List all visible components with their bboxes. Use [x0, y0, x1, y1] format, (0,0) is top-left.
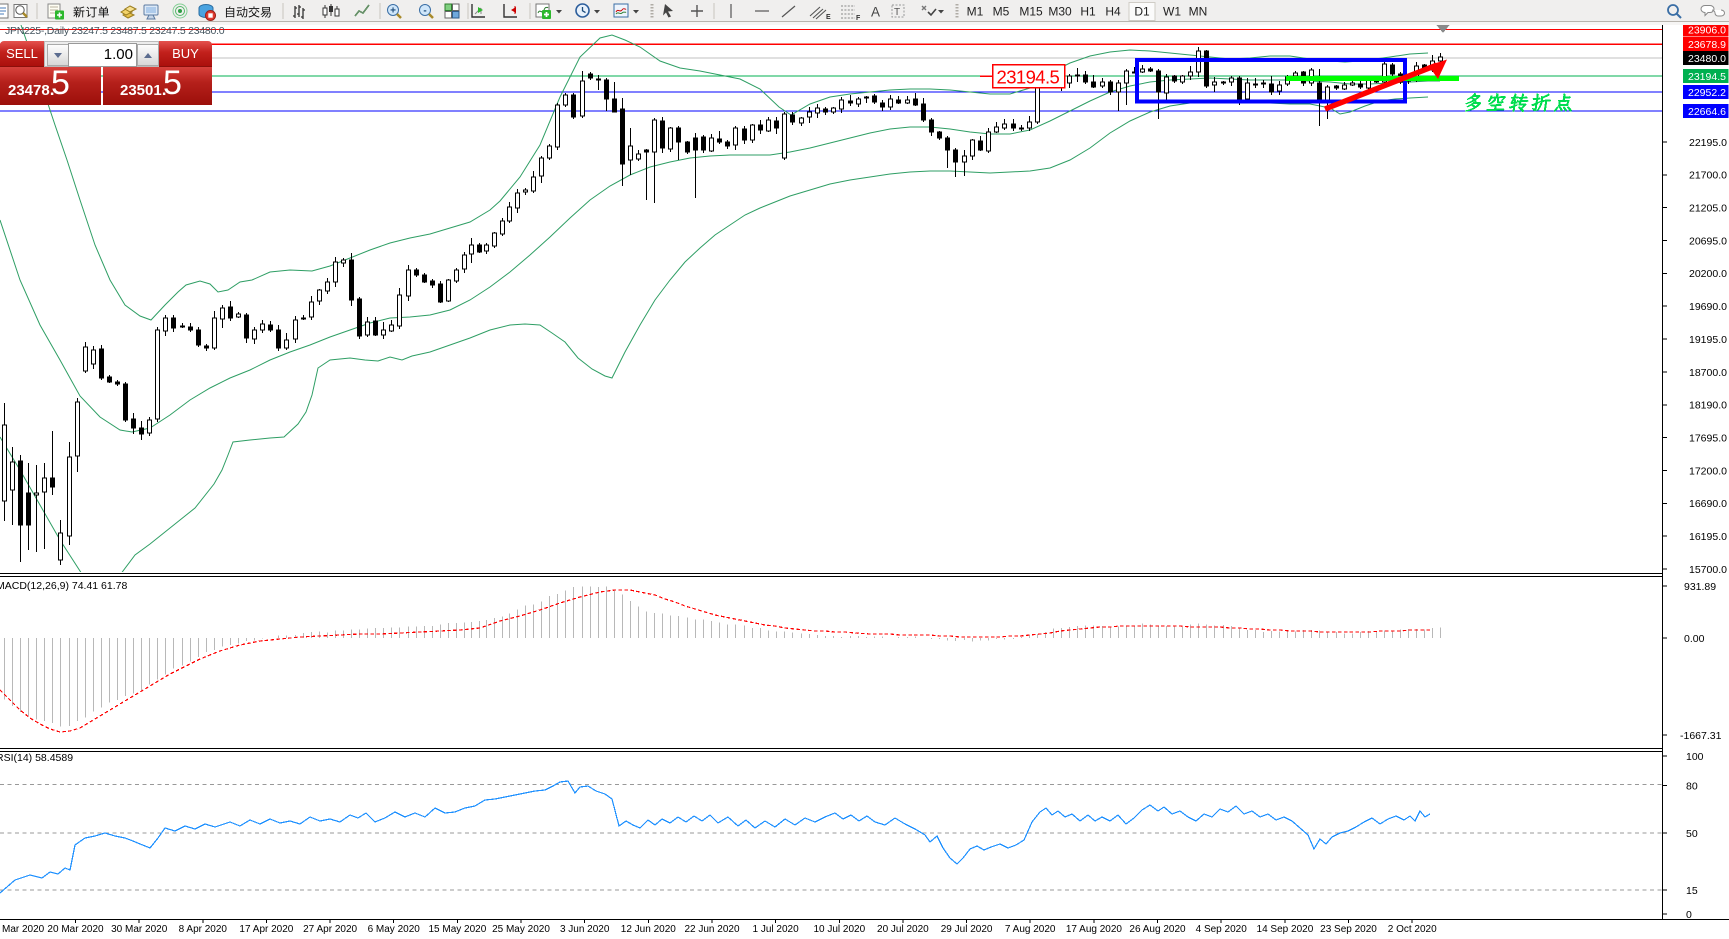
svg-text:23194.5: 23194.5 [997, 67, 1060, 88]
svg-text:22 Jun 2020: 22 Jun 2020 [684, 924, 739, 935]
svg-text:26 Aug 2020: 26 Aug 2020 [1129, 924, 1186, 935]
svg-text:Mar 2020: Mar 2020 [2, 924, 45, 935]
svg-text:M15: M15 [1019, 5, 1043, 19]
svg-text:20 Mar 2020: 20 Mar 2020 [47, 924, 104, 935]
svg-text:23678.9: 23678.9 [1688, 39, 1726, 51]
svg-text:17 Apr 2020: 17 Apr 2020 [239, 924, 293, 935]
svg-text:M5: M5 [993, 5, 1010, 19]
svg-text:21205.0: 21205.0 [1689, 203, 1727, 215]
svg-text:16690.0: 16690.0 [1689, 498, 1727, 510]
svg-text:3 Jun 2020: 3 Jun 2020 [560, 924, 610, 935]
svg-text:MN: MN [1189, 5, 1208, 19]
svg-text:17 Aug 2020: 17 Aug 2020 [1066, 924, 1123, 935]
svg-text:21700.0: 21700.0 [1689, 170, 1727, 182]
svg-text:30 Mar 2020: 30 Mar 2020 [111, 924, 168, 935]
svg-text:H1: H1 [1080, 5, 1096, 19]
svg-text:RSI(14) 58.4589: RSI(14) 58.4589 [0, 752, 73, 764]
svg-text:H4: H4 [1105, 5, 1121, 19]
svg-text:JPN225-,Daily 23247.5 23487.5: JPN225-,Daily 23247.5 23487.5 23247.5 23… [5, 25, 225, 37]
svg-text:18700.0: 18700.0 [1689, 367, 1727, 379]
svg-text:23480.0: 23480.0 [1688, 53, 1726, 65]
svg-text:1 Jul 2020: 1 Jul 2020 [753, 924, 800, 935]
svg-text:80: 80 [1686, 781, 1698, 793]
svg-text:17695.0: 17695.0 [1689, 433, 1727, 445]
svg-text:22664.6: 22664.6 [1688, 106, 1726, 118]
svg-text:50: 50 [1686, 828, 1698, 840]
svg-text:15: 15 [1686, 885, 1698, 897]
svg-text:15 May 2020: 15 May 2020 [428, 924, 486, 935]
svg-text:100: 100 [1686, 751, 1704, 763]
svg-text:23 Sep 2020: 23 Sep 2020 [1320, 924, 1377, 935]
svg-text:931.89: 931.89 [1684, 581, 1716, 593]
svg-text:18190.0: 18190.0 [1689, 400, 1727, 412]
svg-text:16195.0: 16195.0 [1689, 531, 1727, 543]
svg-text:E: E [826, 14, 831, 21]
svg-text:M30: M30 [1048, 5, 1072, 19]
svg-text:22195.0: 22195.0 [1689, 137, 1727, 149]
svg-text:22952.2: 22952.2 [1688, 87, 1726, 99]
svg-text:19195.0: 19195.0 [1689, 334, 1727, 346]
svg-text:MACD(12,26,9) 74.41 61.78: MACD(12,26,9) 74.41 61.78 [0, 580, 127, 592]
svg-text:29 Jul 2020: 29 Jul 2020 [941, 924, 993, 935]
svg-text:27 Apr 2020: 27 Apr 2020 [303, 924, 357, 935]
svg-text:20200.0: 20200.0 [1689, 268, 1727, 280]
svg-text:+: + [390, 6, 396, 17]
svg-text:7 Aug 2020: 7 Aug 2020 [1005, 924, 1056, 935]
svg-text:-: - [423, 6, 426, 17]
svg-text:0.00: 0.00 [1684, 633, 1705, 645]
svg-text:-1667.31: -1667.31 [1680, 730, 1722, 742]
svg-text:23194.5: 23194.5 [1688, 71, 1726, 83]
svg-text:W1: W1 [1163, 5, 1181, 19]
svg-text:12 Jun 2020: 12 Jun 2020 [621, 924, 676, 935]
svg-text:20 Jul 2020: 20 Jul 2020 [877, 924, 929, 935]
svg-text:0: 0 [1686, 909, 1692, 921]
svg-text:A: A [871, 5, 880, 20]
svg-text:19690.0: 19690.0 [1689, 301, 1727, 313]
svg-text:10 Jul 2020: 10 Jul 2020 [813, 924, 865, 935]
svg-text:17200.0: 17200.0 [1689, 465, 1727, 477]
svg-text:D1: D1 [1134, 5, 1150, 19]
svg-text:15700.0: 15700.0 [1689, 564, 1727, 576]
svg-text:8 Apr 2020: 8 Apr 2020 [179, 924, 228, 935]
svg-text:F: F [856, 15, 861, 22]
svg-text:4 Sep 2020: 4 Sep 2020 [1196, 924, 1248, 935]
svg-text:2 Oct 2020: 2 Oct 2020 [1388, 924, 1437, 935]
svg-text:M1: M1 [967, 5, 984, 19]
svg-text:T: T [894, 7, 900, 18]
svg-text:25 May 2020: 25 May 2020 [492, 924, 550, 935]
svg-text:14 Sep 2020: 14 Sep 2020 [1257, 924, 1314, 935]
svg-text:6 May 2020: 6 May 2020 [368, 924, 421, 935]
svg-text:23906.0: 23906.0 [1688, 25, 1726, 36]
svg-text:20695.0: 20695.0 [1689, 235, 1727, 247]
